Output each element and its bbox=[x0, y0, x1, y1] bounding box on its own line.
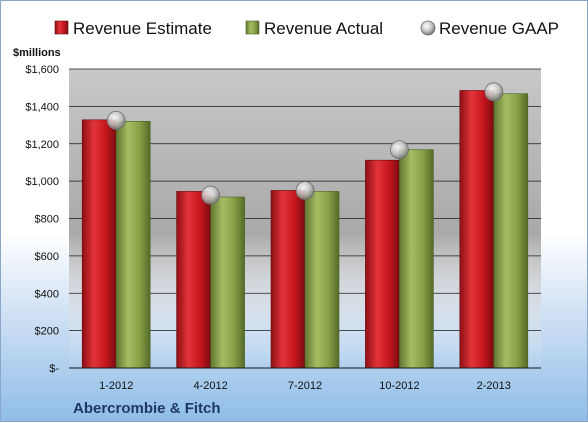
bar-estimate bbox=[365, 159, 400, 369]
y-tick-label: $- bbox=[49, 363, 59, 375]
x-tick-label: 2-2013 bbox=[477, 380, 511, 392]
x-tick-label: 7-2012 bbox=[288, 380, 322, 392]
bar-estimate bbox=[176, 191, 211, 369]
gaap-marker bbox=[295, 181, 315, 200]
gaap-marker bbox=[201, 185, 221, 205]
company-name: Abercrombie & Fitch bbox=[73, 400, 221, 417]
bar-actual bbox=[210, 196, 245, 369]
x-axis: 1-2012 4-2012 7-2012 10-2012 2-2013 bbox=[69, 367, 541, 392]
legend-swatch-actual bbox=[245, 20, 260, 35]
x-tick-label: 4-2012 bbox=[193, 380, 227, 392]
bar-actual bbox=[493, 93, 529, 369]
legend: Revenue Estimate Revenue Actual Revenue GA… bbox=[54, 19, 559, 38]
legend-label: Revenue Estimate bbox=[73, 19, 212, 38]
unit-label: $millions bbox=[13, 47, 61, 59]
y-tick-label: $800 bbox=[35, 214, 59, 226]
legend-swatch-gaap bbox=[420, 20, 436, 36]
y-axis: $- $200 $400 $600 $800 $1,000 $1,200 $1,400 $1,6… bbox=[25, 64, 59, 375]
y-tick-label: $400 bbox=[35, 288, 59, 300]
gaap-marker bbox=[106, 110, 126, 130]
y-tick-label: $1,200 bbox=[25, 139, 59, 151]
gaap-marker bbox=[389, 140, 409, 160]
legend-label: Revenue Actual bbox=[264, 19, 383, 38]
legend-swatch-estimate bbox=[54, 20, 69, 35]
bar-actual bbox=[115, 121, 151, 369]
bar-estimate bbox=[270, 190, 306, 369]
y-tick-label: $1,600 bbox=[25, 64, 59, 76]
x-tick-label: 10-2012 bbox=[379, 380, 419, 392]
bars bbox=[81, 90, 529, 369]
bar-actual bbox=[399, 149, 434, 369]
gaap-marker bbox=[484, 82, 504, 102]
y-tick-label: $600 bbox=[35, 251, 59, 263]
x-tick-label: 1-2012 bbox=[99, 380, 133, 392]
legend-label: Revenue GAAP bbox=[439, 19, 559, 38]
bar-estimate bbox=[459, 90, 495, 369]
y-tick-label: $200 bbox=[35, 326, 59, 338]
y-tick-label: $1,400 bbox=[25, 101, 59, 113]
bar-estimate bbox=[81, 119, 117, 369]
gaap-markers bbox=[106, 82, 504, 205]
y-tick-label: $1,000 bbox=[25, 176, 59, 188]
bar-actual bbox=[304, 191, 340, 369]
